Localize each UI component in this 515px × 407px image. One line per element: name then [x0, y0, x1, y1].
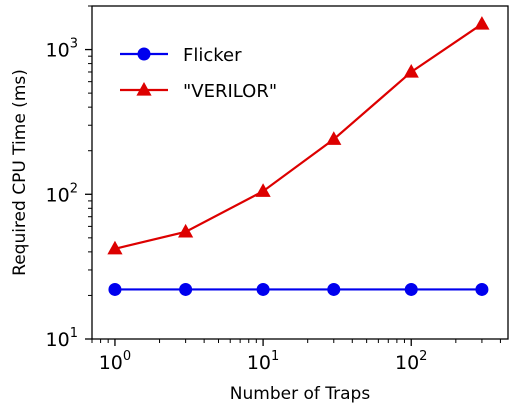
data-point-0 [256, 282, 270, 296]
x-axis-label: Number of Traps [230, 384, 371, 404]
plot-frame [91, 5, 509, 340]
data-point-1 [255, 183, 271, 197]
legend: Flicker "VERILOR" [120, 45, 277, 102]
legend-marker-flicker [137, 47, 151, 61]
y-axis-ticks: 101 102 103 [46, 5, 92, 351]
x-tick-label: 102 [395, 349, 427, 374]
data-point-1 [107, 240, 123, 255]
legend-entry-verilor: "VERILOR" [120, 81, 277, 102]
x-axis-ticks: 100 101 102 [91, 339, 501, 374]
data-point-1 [474, 16, 490, 30]
data-point-0 [108, 282, 122, 296]
data-point-0 [327, 282, 341, 296]
legend-marker-verilor [136, 82, 152, 96]
y-tick-label: 102 [46, 181, 78, 206]
legend-label-verilor: "VERILOR" [183, 81, 277, 102]
y-tick-label: 103 [46, 37, 78, 62]
data-point-0 [179, 282, 193, 296]
legend-label-flicker: Flicker [183, 45, 242, 66]
series-line-1 [114, 23, 483, 250]
plot-marks [107, 16, 490, 296]
data-point-1 [178, 223, 194, 238]
data-point-1 [403, 63, 419, 78]
data-point-1 [326, 131, 342, 145]
x-tick-label: 101 [247, 349, 279, 374]
y-axis-label: Required CPU Time (ms) [10, 69, 30, 276]
legend-entry-flicker: Flicker [120, 45, 242, 66]
data-point-0 [475, 282, 489, 296]
y-tick-label: 101 [46, 326, 78, 351]
data-point-0 [404, 282, 418, 296]
x-tick-label: 100 [99, 349, 131, 374]
